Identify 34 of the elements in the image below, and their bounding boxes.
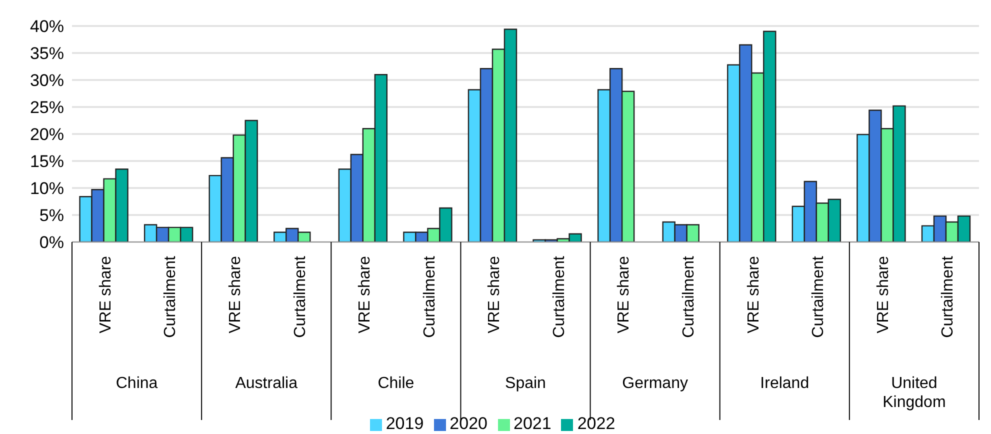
legend-label: 2021	[514, 414, 552, 433]
legend-label: 2019	[386, 414, 424, 433]
y-tick-label: 30%	[30, 71, 64, 90]
y-tick-label: 25%	[30, 98, 64, 118]
x-tick-label: Curtailment	[421, 255, 438, 338]
x-tick-label: VRE share	[745, 256, 762, 334]
x-tick-label: Curtailment	[810, 255, 828, 338]
y-tick-label: 35%	[30, 44, 64, 64]
y-tick-label: 10%	[30, 179, 64, 198]
x-tick-label: VRE share	[486, 256, 504, 334]
x-tick-label: VRE share	[616, 256, 633, 334]
x-tick-label: Curtailment	[680, 255, 698, 338]
text: Chile	[378, 375, 414, 392]
x-tick-label: Curtailment	[162, 255, 180, 338]
x-tick-label: VRE share	[356, 256, 374, 334]
y-tick-label: 40%	[30, 17, 64, 36]
text: Australia	[235, 375, 298, 392]
x-tick-label: Curtailment	[292, 255, 309, 338]
text: Spain	[505, 375, 546, 392]
x-tick-label: VRE share	[97, 256, 114, 334]
y-tick-label: 0%	[39, 233, 64, 252]
x-tick-label: VRE share	[226, 256, 244, 334]
text: China	[116, 375, 158, 392]
legend-label: 2022	[577, 414, 616, 433]
text: Ireland	[760, 375, 810, 392]
legend-label: 2020	[450, 414, 488, 433]
x-tick-label: Curtailment	[940, 255, 957, 338]
text: United Kingdom	[882, 375, 946, 411]
text: Germany	[622, 375, 688, 392]
y-tick-label: 20%	[30, 125, 64, 144]
y-tick-label: 15%	[30, 152, 64, 172]
x-tick-label: VRE share	[874, 256, 892, 334]
y-tick-label: 5%	[39, 206, 64, 226]
x-tick-label: Curtailment	[550, 255, 568, 338]
